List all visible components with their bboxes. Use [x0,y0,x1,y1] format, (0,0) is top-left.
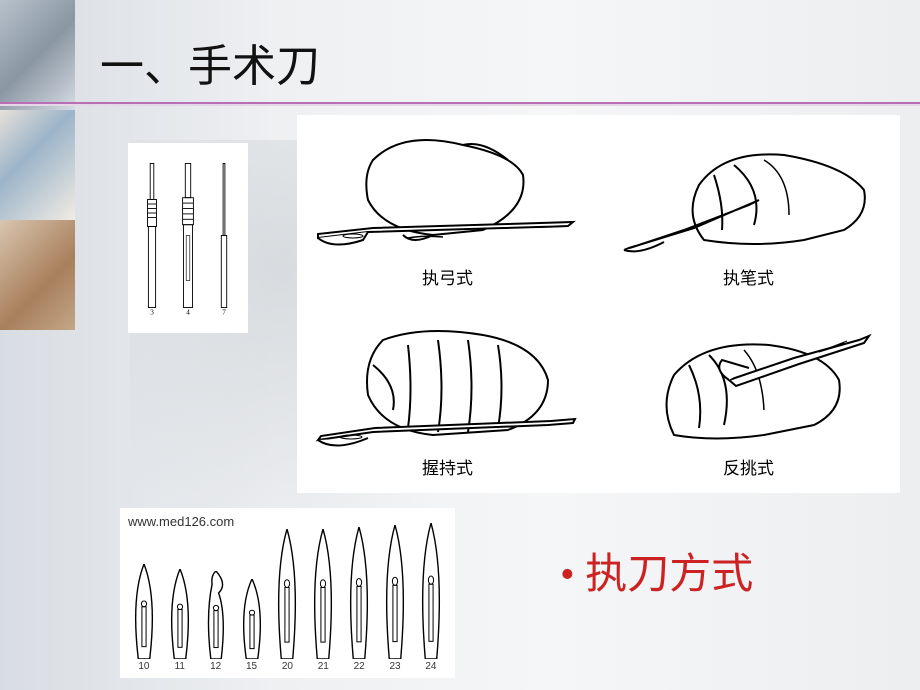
title-underline [0,102,920,106]
blade-12: 12 [203,571,229,672]
blade-number: 12 [210,661,221,672]
svg-text:7: 7 [222,309,226,317]
photo-strip [0,0,75,330]
scalpel-handles-figure: 3 4 7 [128,143,248,333]
grip-fantiao: 反挑式 [598,305,899,485]
photo-stethoscope [0,220,75,330]
grip-styles-panel: 执弓式 执笔式 握持式 [297,115,900,493]
blade-number: 15 [246,661,257,672]
handle-3: 3 [143,155,161,325]
grip-label-fantiao: 反挑式 [598,454,899,479]
blade-24: 24 [418,523,444,672]
grip-zhigong: 执弓式 [297,115,598,295]
blade-15: 15 [239,579,265,672]
bullet-grip-methods: 执刀方式 [560,540,753,601]
grip-label-zhibi: 执笔式 [598,264,899,289]
photo-doctors [0,110,75,220]
blade-number: 11 [175,661,185,672]
blade-20: 20 [274,529,300,672]
blade-21: 21 [310,529,336,672]
blade-number: 24 [425,661,436,672]
svg-text:3: 3 [150,309,154,317]
blades-source-url: www.med126.com [128,514,234,529]
blade-number: 21 [318,661,329,672]
blade-10: 10 [131,564,157,672]
scalpel-blades-figure: www.med126.com 10 11 12 15 [120,508,455,678]
blade-number: 20 [282,661,293,672]
handle-4: 4 [179,155,197,325]
grip-label-zhigong: 执弓式 [297,264,598,289]
blade-number: 22 [354,661,365,672]
blades-row: 10 11 12 15 20 21 [126,534,449,672]
blade-number: 10 [138,661,149,672]
blade-number: 23 [390,661,401,672]
grip-label-wochi: 握持式 [297,454,598,479]
svg-text:4: 4 [186,309,190,317]
blade-23: 23 [382,525,408,672]
grip-zhibi: 执笔式 [598,115,899,295]
blade-11: 11 [167,569,193,672]
slide-title: 一、手术刀 [100,30,320,94]
photo-surgeon [0,0,75,110]
blade-22: 22 [346,527,372,672]
grip-wochi: 握持式 [297,305,598,485]
handle-7: 7 [215,155,233,325]
